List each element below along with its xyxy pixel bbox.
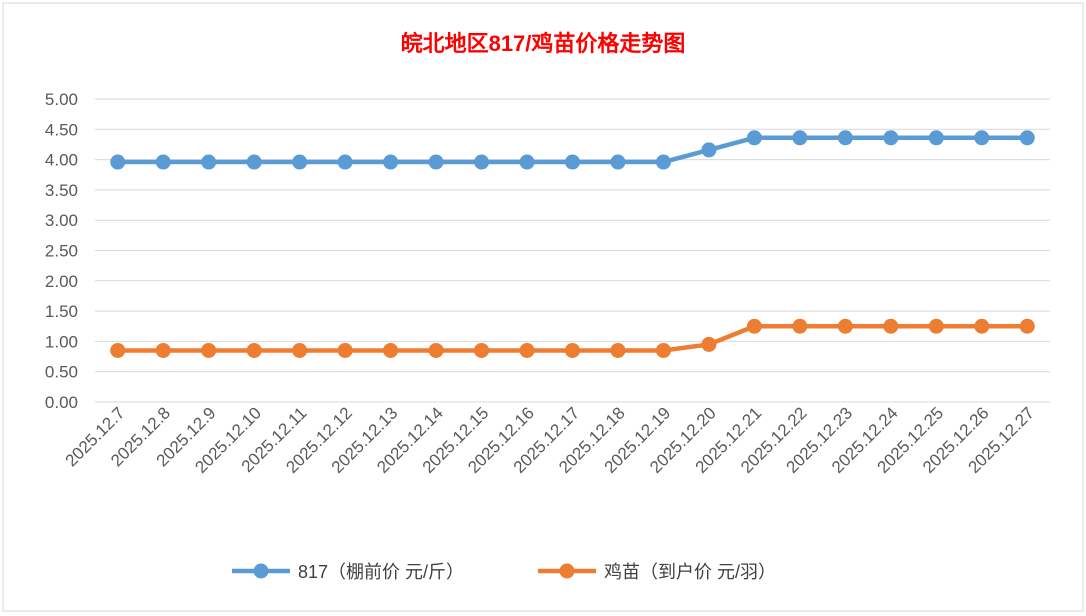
y-tick-label: 0.00 [45,393,78,412]
y-tick-label: 1.00 [45,332,78,351]
data-point [610,154,626,170]
y-tick-label: 1.50 [45,302,78,321]
data-point [792,130,808,146]
data-point [837,318,853,334]
data-point [974,130,990,146]
data-point [474,342,490,358]
y-tick-label: 2.50 [45,242,78,261]
data-point [701,336,717,352]
data-point [928,130,944,146]
data-point [565,154,580,170]
y-tick-label: 3.50 [45,181,78,200]
data-point [1019,318,1035,334]
y-tick-label: 4.50 [45,120,78,139]
data-point [383,342,399,358]
data-point [155,154,171,170]
y-tick-label: 5.00 [45,90,78,109]
data-point [974,318,990,334]
data-point [383,154,399,170]
data-point [519,342,535,358]
legend-label: 817（棚前价 元/斤） [298,562,464,582]
data-point [792,318,808,334]
data-point [428,342,444,358]
chart-title: 皖北地区817/鸡苗价格走势图 [401,31,686,56]
legend-marker [253,563,269,579]
data-point [110,342,126,358]
y-tick-label: 3.00 [45,211,78,230]
data-point [610,342,626,358]
data-point [655,154,671,170]
data-point [565,342,580,358]
y-tick-label: 0.50 [45,363,78,382]
data-point [292,154,308,170]
data-point [701,142,717,158]
data-point [883,318,899,334]
data-point [201,342,217,358]
data-point [337,342,353,358]
data-point [110,154,126,170]
data-point [883,130,899,146]
legend-marker [559,563,575,579]
legend-label: 鸡苗（到户价 元/羽） [604,562,776,582]
data-point [928,318,944,334]
data-point [155,342,171,358]
y-tick-label: 4.00 [45,151,78,170]
data-point [428,154,444,170]
data-point [201,154,217,170]
data-point [746,130,762,146]
data-point [292,342,308,358]
data-point [837,130,853,146]
data-point [337,154,353,170]
data-point [474,154,490,170]
data-point [246,154,262,170]
data-point [519,154,535,170]
data-point [1019,130,1035,146]
data-point [746,318,762,334]
y-tick-label: 2.00 [45,272,78,291]
data-point [246,342,262,358]
data-point [655,342,671,358]
